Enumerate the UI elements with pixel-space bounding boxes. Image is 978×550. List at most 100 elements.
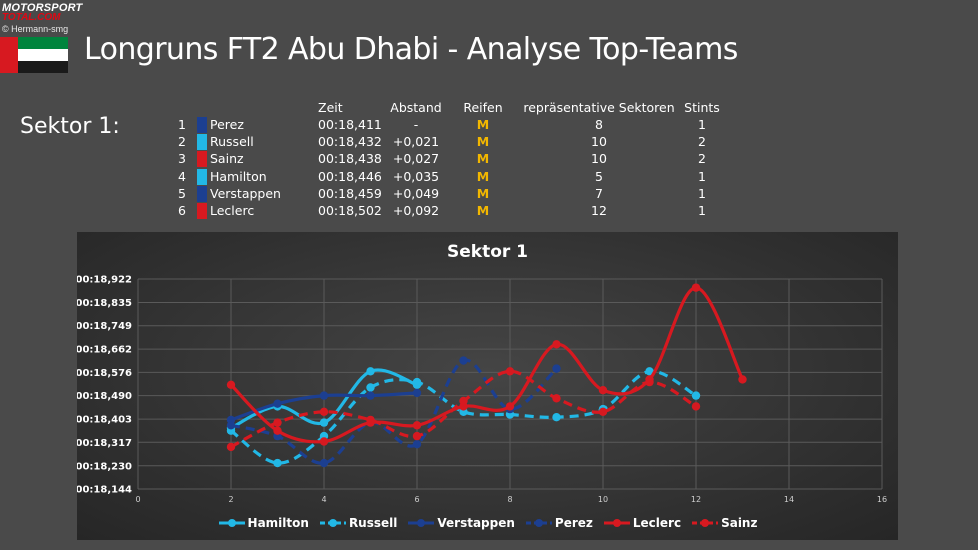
data-point-sainz xyxy=(552,394,561,403)
repraesentative-sektoren-cell: 7 xyxy=(595,185,603,201)
logo-brand-line1: MOTORSPORT xyxy=(2,2,83,14)
abstand-cell: +0,092 xyxy=(392,203,440,218)
stints-cell: 1 xyxy=(698,203,706,218)
x-tick-label: 8 xyxy=(507,495,512,504)
data-point-verstappen xyxy=(319,391,329,400)
data-point-verstappen xyxy=(366,391,375,400)
repraesentative-sektoren-cell: 10 xyxy=(591,151,607,167)
series-line-russell xyxy=(230,369,697,465)
tyre-compound-cell: M xyxy=(476,134,490,150)
team-color-swatch xyxy=(197,117,207,133)
table-row: 5 Verstappen 00:18,459 +0,049 M 7 1 xyxy=(0,185,978,203)
data-point-leclerc xyxy=(738,375,747,384)
header-repraesentative-sektoren: repräsentative Sektoren xyxy=(523,100,675,115)
team-color-swatch xyxy=(197,203,207,219)
abstand-cell: +0,027 xyxy=(392,151,440,167)
repraesentative-sektoren-cell: 5 xyxy=(595,168,603,184)
data-point-sainz xyxy=(505,367,515,376)
header-stints: Stints xyxy=(684,100,720,115)
driver-name-cell: Leclerc xyxy=(210,203,255,218)
x-tick-label: 2 xyxy=(228,495,233,504)
data-point-sainz xyxy=(226,442,236,452)
header-zeit: Zeit xyxy=(318,100,343,115)
data-point-sainz xyxy=(319,407,329,417)
legend-label: Russell xyxy=(348,516,398,530)
data-point-sainz xyxy=(691,402,701,411)
legend-marker-icon xyxy=(408,519,435,527)
repraesentative-sektoren-cell: 10 xyxy=(591,134,607,150)
data-point-hamilton xyxy=(366,367,375,376)
tyre-compound-cell: M xyxy=(476,185,490,201)
header-abstand: Abstand xyxy=(390,100,442,115)
data-point-perez xyxy=(459,356,468,365)
driver-name-cell: Russell xyxy=(210,134,254,150)
legend-item-leclerc: Leclerc xyxy=(603,514,681,532)
legend-marker-icon xyxy=(218,519,245,527)
repraesentative-sektoren-cell: 12 xyxy=(591,203,607,218)
stints-cell: 2 xyxy=(698,134,706,150)
legend-item-hamilton: Hamilton xyxy=(218,514,309,532)
zeit-cell: 00:18,502 xyxy=(318,203,382,218)
data-point-leclerc xyxy=(505,402,515,411)
data-point-leclerc xyxy=(691,283,701,292)
data-point-sainz xyxy=(366,415,375,425)
data-point-hamilton xyxy=(319,418,329,427)
x-tick-label: 14 xyxy=(784,495,794,504)
tyre-compound-cell: M xyxy=(476,151,490,167)
zeit-cell: 00:18,432 xyxy=(318,134,382,150)
y-tick-label: 00:18,230 xyxy=(77,461,132,472)
line-chart: 00:18,144 00:18,230 00:18,317 00:18,403 00:1… xyxy=(77,275,887,505)
legend-label: Sainz xyxy=(721,516,758,530)
table-row: 1 Perez 00:18,411 - M 8 1 xyxy=(0,117,978,134)
legend-item-russell: Russell xyxy=(319,514,397,532)
stints-cell: 1 xyxy=(698,168,706,184)
legend-marker-icon xyxy=(692,519,719,527)
table-row: 2 Russell 00:18,432 +0,021 M 10 2 xyxy=(0,134,978,151)
y-tick-label: 00:18,662 xyxy=(77,345,132,356)
data-point-leclerc xyxy=(598,386,608,395)
legend-marker-icon xyxy=(525,519,552,527)
logo-brand-line2: TOTAL.COM xyxy=(2,12,61,23)
abstand-cell: +0,049 xyxy=(392,185,440,201)
driver-name-cell: Verstappen xyxy=(210,185,281,201)
x-tick-label: 0 xyxy=(135,495,140,504)
zeit-cell: 00:18,411 xyxy=(318,117,382,132)
x-tick-label: 4 xyxy=(321,495,326,504)
tyre-compound-cell: M xyxy=(476,168,490,184)
data-point-sainz xyxy=(459,396,468,406)
data-point-verstappen xyxy=(273,399,282,408)
x-tick-label: 16 xyxy=(877,495,887,504)
team-color-swatch xyxy=(197,151,207,168)
abstand-cell: +0,021 xyxy=(392,134,440,150)
legend-marker-icon xyxy=(319,519,346,527)
chart-legend: Hamilton Russell Verstappen Perez Leclerc Sai… xyxy=(77,514,898,532)
data-point-perez xyxy=(412,439,422,449)
page-title: Longruns FT2 Abu Dhabi - Analyse Top-Tea… xyxy=(84,32,738,67)
tyre-compound-cell: M xyxy=(476,203,490,218)
y-tick-label: 00:18,922 xyxy=(77,275,132,286)
y-tick-label: 00:18,749 xyxy=(77,321,132,332)
position-cell: 6 xyxy=(178,203,186,218)
driver-name-cell: Perez xyxy=(210,117,244,132)
y-tick-label: 00:18,144 xyxy=(77,485,132,496)
data-point-leclerc xyxy=(273,426,282,435)
y-tick-label: 00:18,403 xyxy=(77,415,132,426)
abstand-cell: - xyxy=(413,117,419,132)
chart-panel: 00:18,144 00:18,230 00:18,317 00:18,403 00:1… xyxy=(77,232,898,540)
x-tick-label: 10 xyxy=(598,495,608,504)
data-point-russell xyxy=(366,383,375,392)
data-point-russell xyxy=(552,413,561,422)
y-tick-label: 00:18,835 xyxy=(77,298,132,309)
position-cell: 1 xyxy=(178,117,186,132)
data-point-russell xyxy=(412,377,422,387)
driver-name-cell: Sainz xyxy=(210,151,244,167)
legend-label: Hamilton xyxy=(247,516,309,530)
uae-flag-icon xyxy=(0,37,68,73)
data-point-leclerc xyxy=(552,340,561,349)
y-tick-label: 00:18,490 xyxy=(77,391,132,402)
repraesentative-sektoren-cell: 8 xyxy=(595,117,603,132)
data-point-russell xyxy=(645,367,654,376)
legend-label: Leclerc xyxy=(632,516,682,530)
chart-title: Sektor 1 xyxy=(446,242,528,262)
driver-name-cell: Hamilton xyxy=(210,168,267,184)
